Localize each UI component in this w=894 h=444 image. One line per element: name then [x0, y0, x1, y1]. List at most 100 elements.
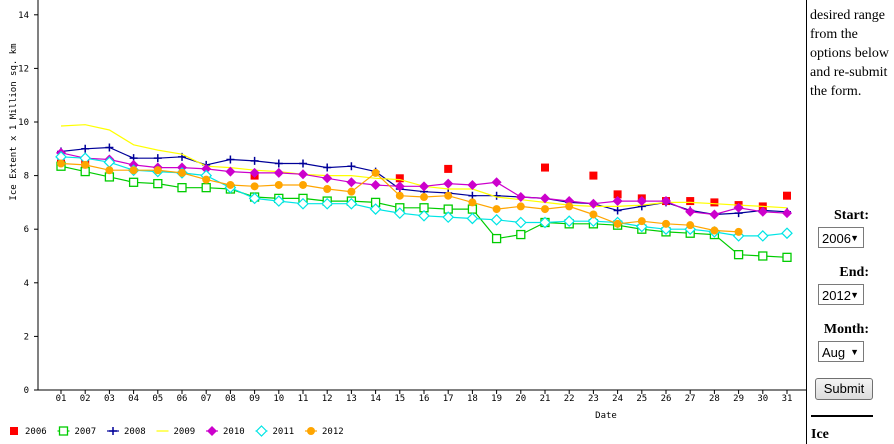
submit-button[interactable]: Submit — [815, 378, 873, 400]
x-tick-label: 30 — [757, 394, 768, 404]
x-tick-label: 06 — [177, 394, 188, 404]
legend-marker — [255, 425, 268, 437]
month-select[interactable]: Aug ▼ — [818, 341, 864, 362]
data-point-2011 — [490, 213, 503, 226]
data-point-2010 — [249, 167, 260, 178]
data-point-2011 — [587, 215, 600, 228]
x-tick-label: 02 — [80, 394, 91, 404]
data-point-2008 — [105, 143, 114, 152]
data-point-2012 — [299, 180, 307, 189]
x-axis-ticks: 01 02 03 04 05 06 07 08 09 10 11 12 13 14 15 16 17 18 19 20… — [56, 390, 792, 404]
month-value: Aug — [822, 345, 846, 360]
data-point-2012 — [250, 182, 259, 191]
x-tick-label: 11 — [298, 394, 309, 404]
data-point-2010 — [612, 196, 623, 207]
data-point-2012 — [710, 226, 719, 235]
data-point-2011 — [539, 216, 551, 229]
y-tick-label: 10 — [18, 118, 29, 128]
ice-section-heading: Ice — [811, 427, 829, 442]
end-label: End: — [839, 265, 869, 280]
series-2012 — [57, 159, 743, 236]
x-tick-label: 23 — [588, 394, 599, 404]
data-point-2010 — [443, 178, 454, 189]
data-point-2010 — [709, 209, 720, 220]
data-point-2007 — [491, 233, 502, 244]
legend-label: 2006 — [25, 427, 47, 437]
x-tick-label: 03 — [104, 394, 115, 404]
y-tick-label: 8 — [24, 172, 29, 182]
y-tick-label: 4 — [24, 279, 29, 289]
data-point-2007 — [153, 178, 163, 189]
data-point-2012 — [468, 198, 477, 207]
data-point-2008 — [226, 155, 235, 164]
data-point-2010 — [636, 196, 647, 207]
data-point-2011 — [442, 211, 455, 223]
data-point-2012 — [734, 227, 743, 236]
chevron-down-icon: ▼ — [850, 233, 859, 243]
data-point-2008 — [250, 156, 259, 165]
y-tick-label: 14 — [18, 11, 29, 21]
data-point-2012 — [226, 180, 235, 189]
data-point-2010 — [540, 193, 550, 204]
data-point-2006 — [541, 163, 549, 172]
data-point-2008 — [299, 159, 307, 168]
data-point-2010 — [661, 196, 671, 207]
x-tick-label: 20 — [515, 394, 526, 404]
x-tick-label: 12 — [322, 394, 333, 404]
data-point-2010 — [346, 177, 357, 188]
data-point-2008 — [274, 159, 283, 168]
start-year-value: 2006 — [822, 231, 851, 246]
data-point-2012 — [323, 185, 332, 193]
data-point-2008 — [323, 163, 332, 172]
data-point-2010 — [322, 173, 333, 184]
instructions-text: select the desired range from the option… — [810, 0, 889, 99]
legend-item-2010: 2010 — [206, 426, 245, 437]
x-tick-label: 29 — [733, 394, 744, 404]
end-year-value: 2012 — [822, 288, 851, 303]
data-point-2011 — [781, 227, 793, 240]
legend-marker — [58, 426, 69, 436]
x-tick-label: 17 — [443, 394, 454, 404]
legend-marker — [10, 427, 18, 435]
data-point-2008 — [347, 162, 356, 171]
data-point-2012 — [662, 219, 670, 228]
data-point-2010 — [685, 206, 696, 217]
data-point-2010 — [394, 181, 405, 192]
data-point-2007 — [177, 183, 187, 193]
chevron-down-icon: ▼ — [850, 290, 859, 300]
x-tick-label: 28 — [709, 394, 720, 404]
legend-item-2008: 2008 — [107, 427, 146, 437]
data-point-2010 — [201, 163, 212, 174]
x-tick-label: 01 — [56, 394, 67, 404]
plot-axes — [37, 0, 806, 391]
y-axis-label: Ice Extent x 1 Million sq. km — [9, 43, 19, 200]
legend-marker — [109, 427, 117, 435]
y-tick-label: 0 — [24, 386, 29, 396]
data-point-2008 — [153, 154, 162, 163]
data-point-2011 — [369, 203, 382, 215]
end-year-select[interactable]: 2012 ▼ — [818, 284, 864, 305]
data-point-2006 — [444, 164, 453, 173]
data-point-2012 — [57, 159, 65, 168]
legend-label: 2011 — [273, 427, 295, 437]
start-year-select[interactable]: 2006 ▼ — [818, 227, 864, 248]
x-tick-label: 19 — [491, 394, 502, 404]
x-tick-label: 26 — [661, 394, 672, 404]
legend-label: 2012 — [322, 427, 344, 437]
data-point-2012 — [81, 160, 90, 169]
data-point-2012 — [420, 193, 428, 202]
data-point-2012 — [371, 168, 380, 177]
data-point-2011 — [297, 197, 309, 210]
legend-item-2006: 2006 — [10, 427, 47, 437]
data-point-2012 — [589, 210, 598, 219]
x-tick-label: 07 — [201, 394, 212, 404]
legend: 2006 2007 2008 2009 2010 2011 2012 — [10, 425, 344, 437]
data-point-2007 — [201, 183, 211, 193]
data-point-2010 — [588, 198, 599, 209]
data-point-2011 — [418, 209, 430, 222]
y-axis-ticks: 0 2 4 6 8 10 12 14 — [18, 11, 38, 396]
x-tick-label: 24 — [612, 394, 623, 404]
data-point-2006 — [783, 191, 791, 200]
data-point-2011 — [345, 197, 358, 210]
data-point-2012 — [541, 205, 549, 214]
